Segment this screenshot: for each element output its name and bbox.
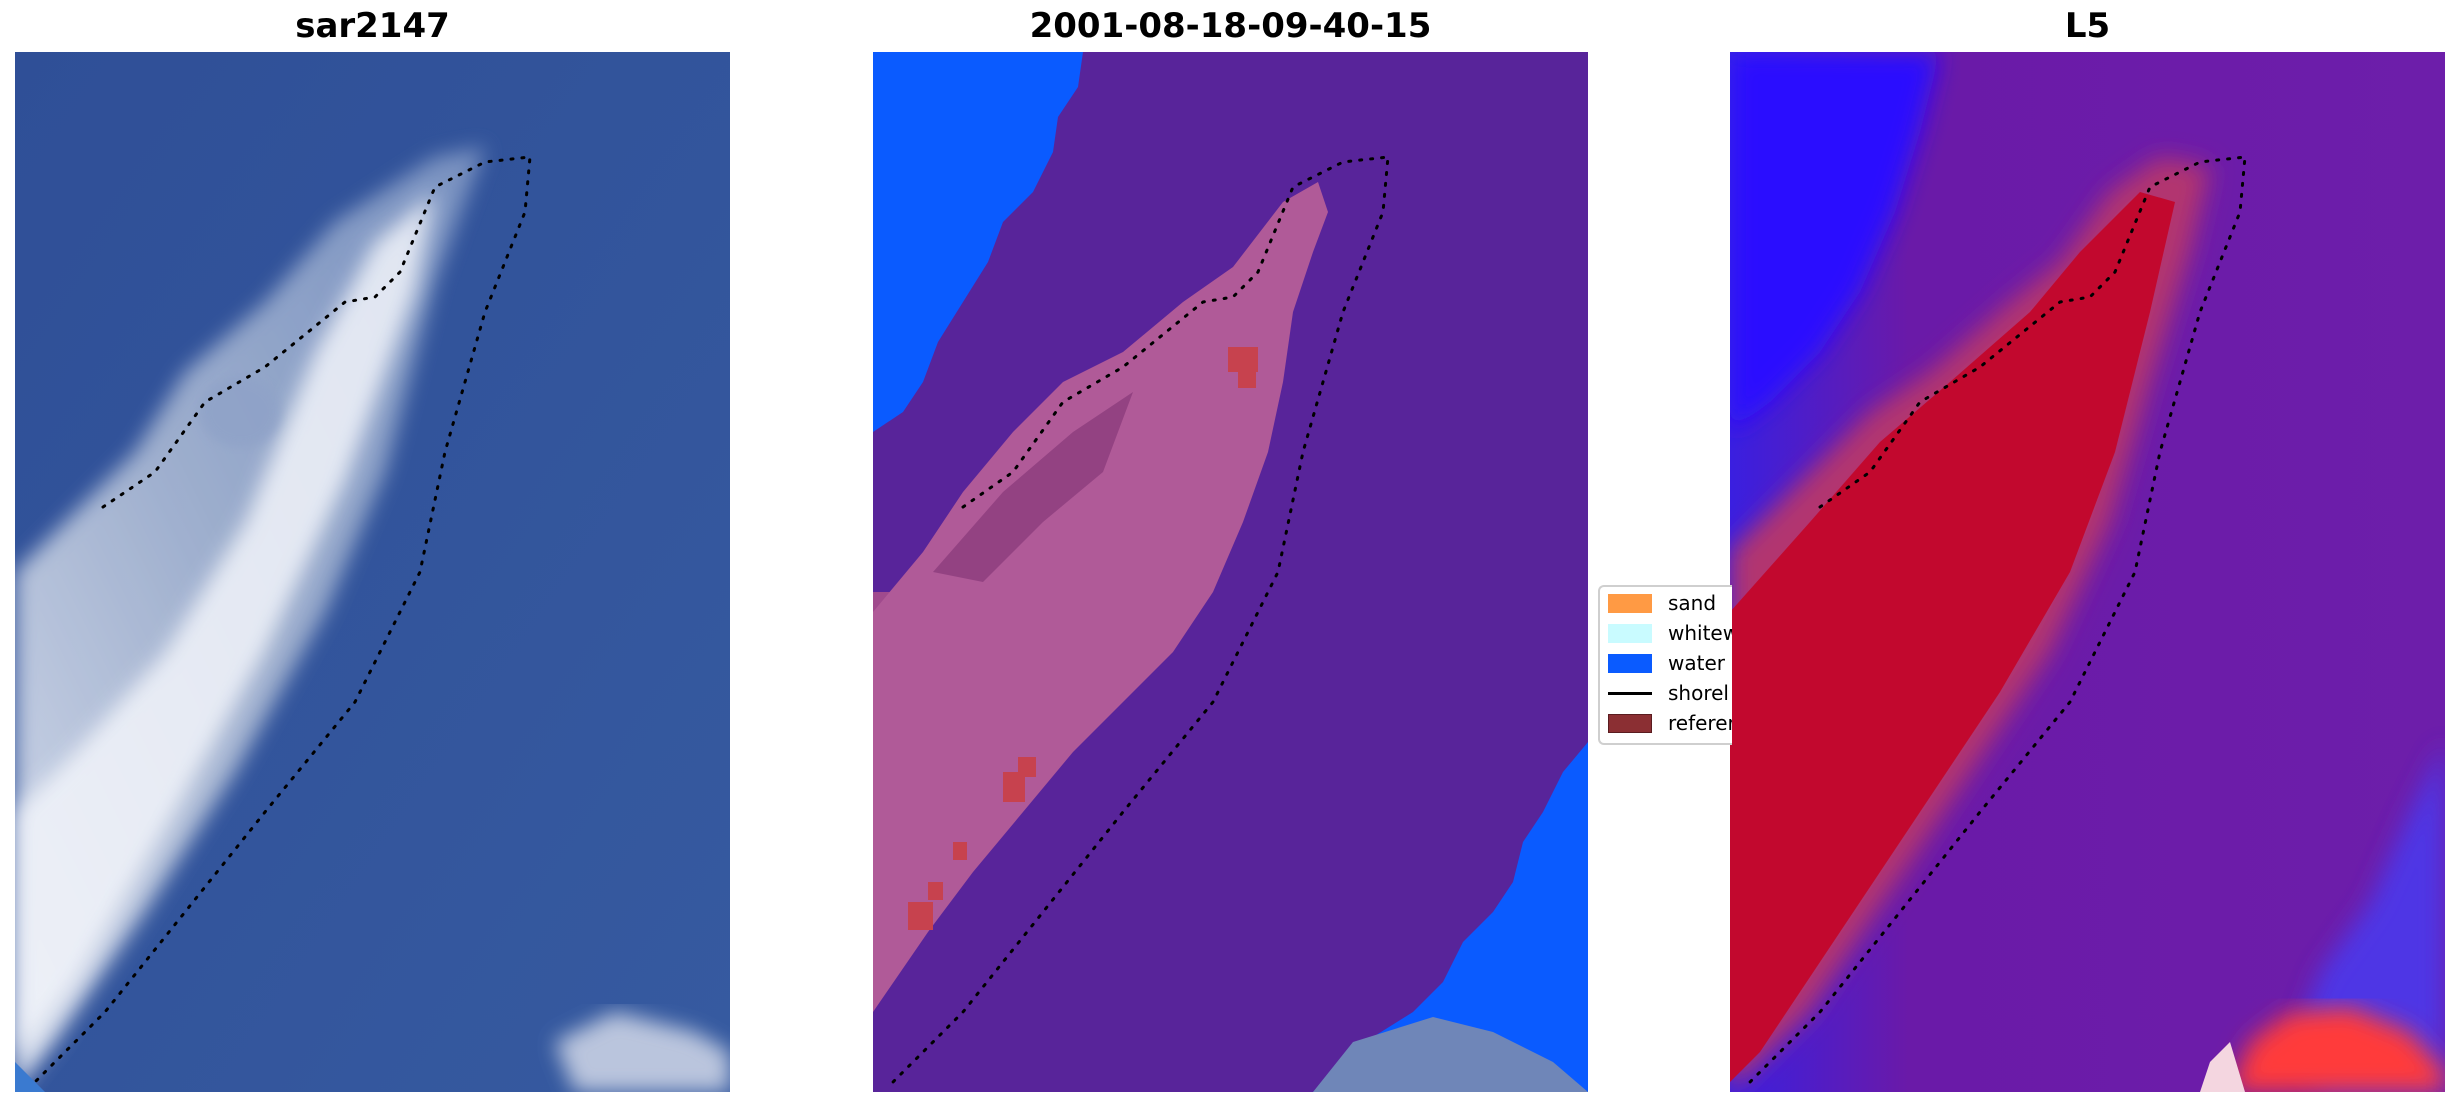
classified-image <box>873 52 1588 1092</box>
whitewater-swatch <box>1608 623 1652 643</box>
rgb-image <box>15 52 730 1092</box>
legend-label: shorel <box>1668 681 1729 705</box>
legend-label: whitew <box>1668 621 1732 645</box>
reference-swatch <box>1608 713 1652 733</box>
index-image-panel <box>1730 52 2445 1092</box>
legend-item-whitewater: whitew <box>1608 621 1732 645</box>
sand-swatch <box>1608 593 1652 613</box>
shoreline-overlay <box>1748 155 2247 1084</box>
panel-title-index: L5 <box>2064 6 2111 46</box>
legend-label: referer <box>1668 711 1732 735</box>
shoreline-line-swatch <box>1608 691 1652 695</box>
panel-title-rgb: sar2147 <box>295 6 450 46</box>
shoreline-overlay <box>891 155 1390 1084</box>
legend-item-sand: sand <box>1608 591 1716 615</box>
shoreline-overlay <box>33 155 532 1084</box>
legend-label: sand <box>1668 591 1717 615</box>
legend-item-shoreline: shorel <box>1608 681 1729 705</box>
classified-image-panel <box>873 52 1588 1092</box>
index-image <box>1730 52 2445 1092</box>
panel-title-classified: 2001-08-18-09-40-15 <box>1029 6 1432 46</box>
water-swatch <box>1608 653 1652 673</box>
legend-label: water <box>1668 651 1725 675</box>
rgb-image-panel <box>15 52 730 1092</box>
legend-item-reference: referer <box>1608 711 1732 735</box>
legend-item-water: water <box>1608 651 1725 675</box>
legend: sand whitew water shorel referer <box>1598 585 1732 745</box>
